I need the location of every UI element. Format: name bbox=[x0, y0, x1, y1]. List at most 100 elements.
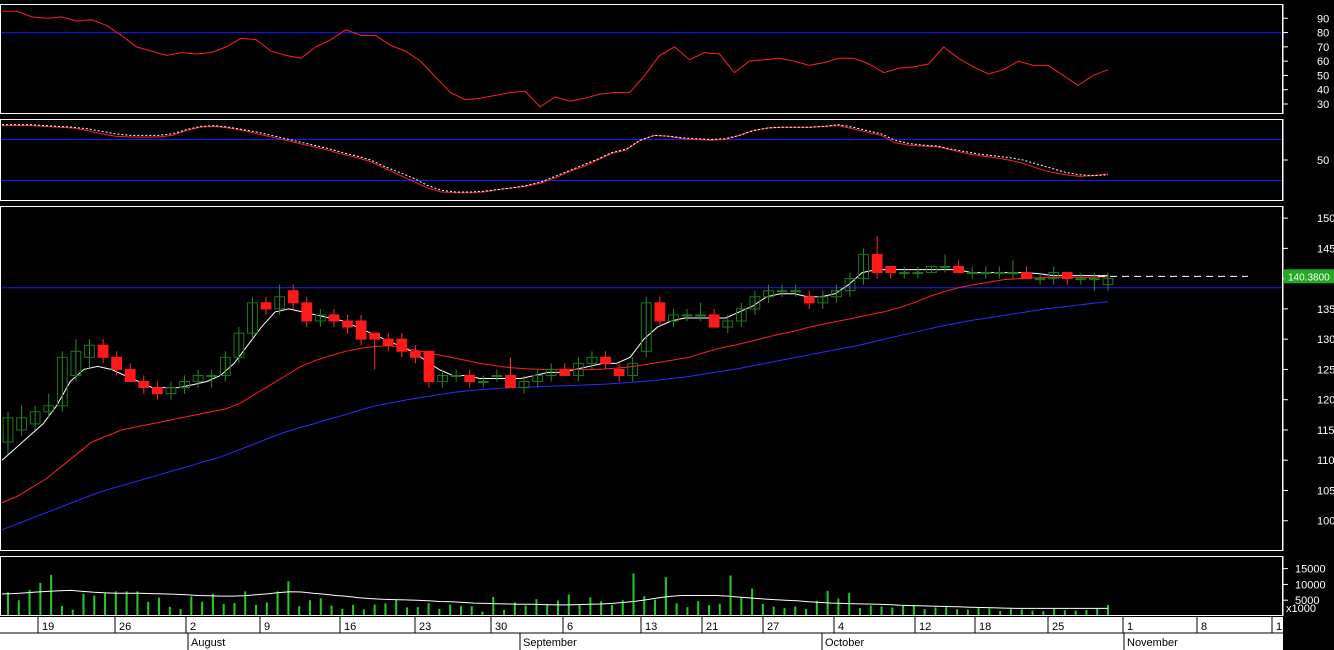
candle-body-up bbox=[926, 266, 937, 274]
candle-body-down bbox=[151, 387, 163, 395]
day-tick-label: 6 bbox=[567, 621, 573, 633]
candle bbox=[600, 351, 611, 370]
candle-body-down bbox=[803, 296, 815, 304]
candle bbox=[423, 350, 435, 388]
candle-body-down bbox=[654, 302, 666, 322]
candle bbox=[16, 405, 27, 436]
rsi-tick-label: 50 bbox=[1317, 70, 1329, 82]
stochastic-panel[interactable]: 50 bbox=[0, 119, 1330, 201]
candle bbox=[654, 296, 666, 328]
day-tick-label: 1 bbox=[1127, 621, 1133, 633]
candle-body-down bbox=[871, 253, 883, 274]
rsi-tick-label: 90 bbox=[1317, 13, 1329, 25]
candle-body-up bbox=[966, 272, 978, 275]
candle-body-down bbox=[342, 320, 353, 328]
day-tick-label: 30 bbox=[495, 621, 507, 633]
candle bbox=[491, 369, 503, 382]
candle-body-down bbox=[1061, 272, 1073, 280]
candle bbox=[844, 272, 856, 297]
candle bbox=[151, 381, 163, 400]
day-tick-label: 25 bbox=[1052, 621, 1064, 633]
candle bbox=[817, 290, 829, 309]
candle bbox=[219, 351, 231, 382]
candle-body-up bbox=[206, 374, 218, 377]
candle bbox=[871, 236, 883, 279]
day-tick-label: 1 bbox=[1276, 621, 1282, 633]
candle-body-down bbox=[138, 381, 150, 389]
candle bbox=[926, 266, 937, 274]
candle bbox=[355, 314, 367, 346]
candle-body-up bbox=[274, 296, 285, 310]
day-tick-label: 27 bbox=[767, 621, 779, 633]
candle-body-up bbox=[831, 290, 842, 298]
candle-body-up bbox=[763, 290, 774, 298]
volume-tick-label: 15000 bbox=[1295, 564, 1326, 576]
rsi-tick-label: 30 bbox=[1317, 99, 1329, 111]
candle bbox=[966, 266, 978, 279]
rsi-panel[interactable]: 90 80 70 60 50 40 30 bbox=[0, 4, 1330, 114]
candle-body-down bbox=[287, 290, 299, 304]
candle-body-up bbox=[314, 314, 326, 322]
price-tick-label: 120 bbox=[1317, 395, 1334, 407]
candle bbox=[192, 369, 204, 388]
stoch-tick-label: 50 bbox=[1317, 155, 1329, 167]
candle-body-up bbox=[192, 374, 204, 383]
candle bbox=[627, 357, 639, 382]
candle-body-up bbox=[179, 381, 190, 389]
candle bbox=[749, 290, 761, 315]
candle-body-up bbox=[1034, 278, 1046, 281]
rsi-tick-label: 80 bbox=[1317, 28, 1329, 40]
candle bbox=[165, 381, 177, 400]
volume-tick-label: 10000 bbox=[1295, 579, 1326, 591]
candle-body-down bbox=[953, 266, 965, 274]
ma-short-line bbox=[1, 269, 1108, 461]
price-tick-label: 150 bbox=[1317, 213, 1334, 225]
candle bbox=[1061, 272, 1073, 285]
candle-body-down bbox=[613, 368, 625, 376]
price-tick-label: 105 bbox=[1317, 485, 1334, 497]
candle bbox=[1007, 260, 1019, 279]
candle-body-up bbox=[586, 356, 598, 364]
candle bbox=[2, 411, 14, 455]
rsi-tick-label: 40 bbox=[1317, 85, 1329, 97]
candle bbox=[993, 266, 1005, 279]
day-tick-label: 26 bbox=[119, 621, 131, 633]
candle-body-up bbox=[912, 272, 924, 275]
candle-body-down bbox=[885, 266, 897, 274]
day-tick-label: 2 bbox=[190, 621, 196, 633]
price-panel[interactable]: 150145140135130125120115110105100 bbox=[0, 206, 1334, 551]
candle-body-up bbox=[980, 272, 992, 275]
candle bbox=[803, 290, 815, 309]
day-tick-label: 12 bbox=[919, 621, 931, 633]
candle bbox=[613, 363, 625, 382]
candle-body-up bbox=[1102, 278, 1114, 286]
candle-body-up bbox=[640, 302, 652, 352]
candle-body-down bbox=[423, 350, 435, 383]
candle bbox=[722, 314, 734, 334]
candle-body-up bbox=[1007, 272, 1019, 275]
candle bbox=[763, 284, 774, 303]
candle-body-down bbox=[260, 302, 272, 310]
candle-body-up bbox=[2, 417, 14, 443]
volume-panel[interactable]: 15000 10000 5000 bbox=[0, 556, 1326, 616]
stoch-k-line bbox=[2, 125, 1109, 194]
candle-body-up bbox=[16, 417, 27, 431]
candle-body-up bbox=[668, 314, 679, 322]
candle-body-up bbox=[532, 374, 544, 383]
candle-body-up bbox=[1089, 278, 1100, 281]
candle bbox=[260, 296, 272, 315]
candle-body-up bbox=[491, 374, 503, 377]
candle bbox=[314, 308, 326, 328]
price-tick-label: 130 bbox=[1317, 334, 1334, 346]
last-price-tag: 140.3800 bbox=[1284, 269, 1334, 284]
price-tick-label: 145 bbox=[1317, 243, 1334, 255]
candle bbox=[1034, 272, 1046, 285]
rsi-tick-label: 60 bbox=[1317, 56, 1329, 68]
candle bbox=[735, 302, 747, 328]
candle-body-down bbox=[396, 338, 408, 352]
day-tick-label: 18 bbox=[979, 621, 991, 633]
price-tick-label: 100 bbox=[1317, 516, 1334, 528]
candle-body-up bbox=[29, 411, 41, 425]
